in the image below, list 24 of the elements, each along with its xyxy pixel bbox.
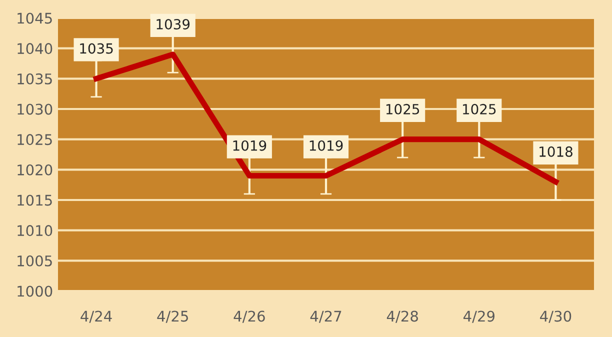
data-label: 1039 [156,18,190,30]
data-label: 1018 [540,146,572,157]
y-tick-label: 1010 [18,225,52,236]
data-label: 1025 [462,104,496,114]
y-tick-label: 1015 [18,194,52,206]
data-label: 1035 [80,43,113,54]
x-tick-label: 4/29 [463,310,494,323]
data-label: 1025 [386,104,420,114]
x-tick-label: 4/28 [386,310,418,323]
y-tick-label: 1025 [18,134,52,146]
x-tick-label: 4/26 [234,310,265,323]
x-tick-label: 4/30 [540,310,572,323]
x-tick-label: 4/27 [310,310,342,323]
y-tick-label: 1005 [18,255,52,266]
x-tick-label: 4/24 [80,310,112,323]
y-tick-label: 1040 [18,43,52,54]
data-label: 1019 [233,140,266,151]
data-label: 1019 [310,140,343,151]
x-tick-label: 4/25 [157,310,188,323]
y-tick-label: 1030 [18,104,52,115]
y-tick-label: 1045 [18,12,52,24]
y-tick-label: 1035 [18,73,52,84]
y-tick-label: 1000 [18,286,52,297]
y-tick-label: 1020 [18,164,52,176]
